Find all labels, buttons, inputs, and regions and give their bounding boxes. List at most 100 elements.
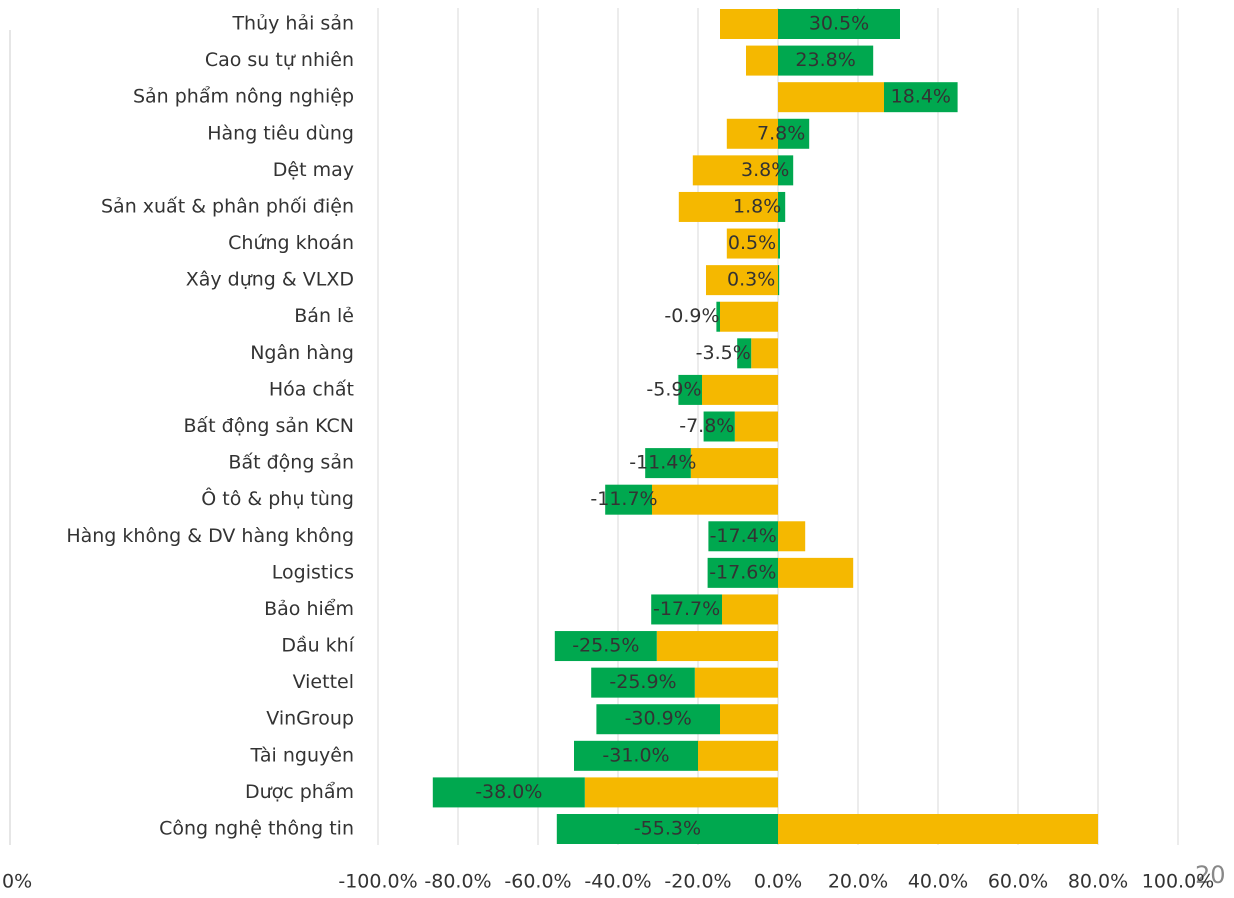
data-label: 18.4%: [891, 86, 951, 108]
bar: [778, 155, 794, 186]
bar: [720, 704, 778, 735]
bar: [716, 301, 720, 332]
x-tick-label: -100.0%: [338, 871, 417, 893]
bar: [703, 411, 735, 442]
page-number: 20: [1195, 861, 1226, 889]
y-tick-label: VinGroup: [266, 708, 354, 730]
bar: [694, 667, 778, 698]
bar: [652, 484, 778, 515]
bar: [678, 191, 778, 222]
y-tick-label: Sản phẩm nông nghiệp: [133, 86, 354, 108]
bar: [778, 265, 780, 296]
bar: [692, 155, 778, 186]
bar: [432, 777, 585, 808]
y-tick-label: Chứng khoán: [228, 232, 354, 254]
grid: [377, 8, 1179, 845]
bar: [737, 338, 752, 369]
bar: [556, 814, 778, 844]
bar: [726, 118, 778, 149]
bar: [645, 448, 691, 479]
y-tick-label: Tài nguyên: [250, 744, 354, 766]
bar: [720, 9, 778, 39]
bar: [778, 191, 786, 222]
data-label: 0.3%: [727, 269, 775, 291]
fragment-label: .0%: [0, 871, 32, 893]
bar: [702, 374, 778, 405]
data-label: -11.7%: [590, 488, 657, 510]
data-label: -17.6%: [709, 561, 776, 583]
y-tick-label: Bất động sản KCN: [183, 415, 354, 437]
x-tick-label: 40.0%: [908, 871, 968, 893]
x-tick-label: 80.0%: [1068, 871, 1128, 893]
bar: [706, 265, 778, 296]
data-label: 7.8%: [757, 122, 805, 144]
y-tick-label: Công nghệ thông tin: [159, 818, 354, 840]
y-tick-label: Thủy hải sản: [231, 13, 354, 35]
y-tick-label: Bán lẻ: [294, 305, 354, 327]
data-label: -55.3%: [634, 818, 701, 840]
data-label: -5.9%: [646, 378, 701, 400]
y-tick-label: Logistics: [272, 561, 354, 583]
y-tick-label: Bất động sản: [228, 452, 354, 474]
bar: [584, 777, 778, 808]
y-tick-label: Xây dựng & VLXD: [186, 269, 354, 291]
data-label: -30.9%: [625, 708, 692, 730]
y-tick-label: Hóa chất: [269, 378, 354, 400]
bar: [778, 45, 874, 76]
bar: [751, 338, 778, 369]
y-tick-label: Dệt may: [273, 159, 354, 181]
y-tick-label: Bảo hiểm: [264, 598, 354, 620]
y-tick-label: Cao su tự nhiên: [205, 49, 354, 71]
data-label: -0.9%: [664, 305, 719, 327]
x-tick-label: 60.0%: [988, 871, 1048, 893]
labels: -100.0% -80.0% -60.0% -40.0% -20.0% 0.0% 20.0%…: [66, 13, 1214, 893]
data-label: 30.5%: [809, 13, 869, 35]
bar: [778, 521, 806, 552]
data-label: -11.4%: [629, 452, 696, 474]
y-tick-label: Ô tô & phụ tùng: [201, 486, 354, 510]
bar: [698, 740, 778, 771]
x-tick-label: -20.0%: [664, 871, 731, 893]
bar: [746, 45, 778, 76]
bar: [678, 374, 702, 405]
bar: [651, 594, 722, 625]
x-tick-label: 0.0%: [754, 871, 802, 893]
x-tick-label: -60.0%: [504, 871, 571, 893]
x-tick-label: 100.0%: [1142, 871, 1214, 893]
bar: [778, 82, 884, 113]
y-tick-label: Dược phẩm: [245, 781, 354, 803]
bar: [720, 301, 778, 332]
data-label: 23.8%: [795, 49, 855, 71]
bar: [690, 448, 778, 479]
bars: [432, 9, 1098, 844]
bar: [574, 740, 698, 771]
data-label: -7.8%: [679, 415, 734, 437]
y-tick-label: Dầu khí: [281, 635, 354, 657]
bar: [722, 594, 778, 625]
data-label: -25.9%: [609, 671, 676, 693]
bar: [591, 667, 695, 698]
bar: [605, 484, 652, 515]
y-tick-label: Viettel: [293, 671, 354, 693]
y-tick-label: Hàng tiêu dùng: [207, 122, 354, 144]
data-label: -31.0%: [602, 744, 669, 766]
x-tick-label: -80.0%: [424, 871, 491, 893]
bar: [708, 521, 778, 552]
y-tick-label: Hàng không & DV hàng không: [66, 525, 354, 547]
bar: [707, 557, 778, 588]
y-tick-label: Ngân hàng: [250, 342, 354, 364]
x-tick-label: -40.0%: [584, 871, 651, 893]
data-label: 1.8%: [733, 195, 781, 217]
bar: [778, 814, 1098, 844]
data-label: -38.0%: [475, 781, 542, 803]
x-tick-label: 20.0%: [828, 871, 888, 893]
y-tick-label: Sản xuất & phân phối điện: [101, 195, 354, 217]
data-label: 0.5%: [728, 232, 776, 254]
data-label: -3.5%: [696, 342, 751, 364]
data-label: -17.4%: [710, 525, 777, 547]
bar: [778, 118, 810, 149]
bar: [656, 631, 778, 662]
data-label: -25.5%: [572, 635, 639, 657]
data-label: -17.7%: [653, 598, 720, 620]
